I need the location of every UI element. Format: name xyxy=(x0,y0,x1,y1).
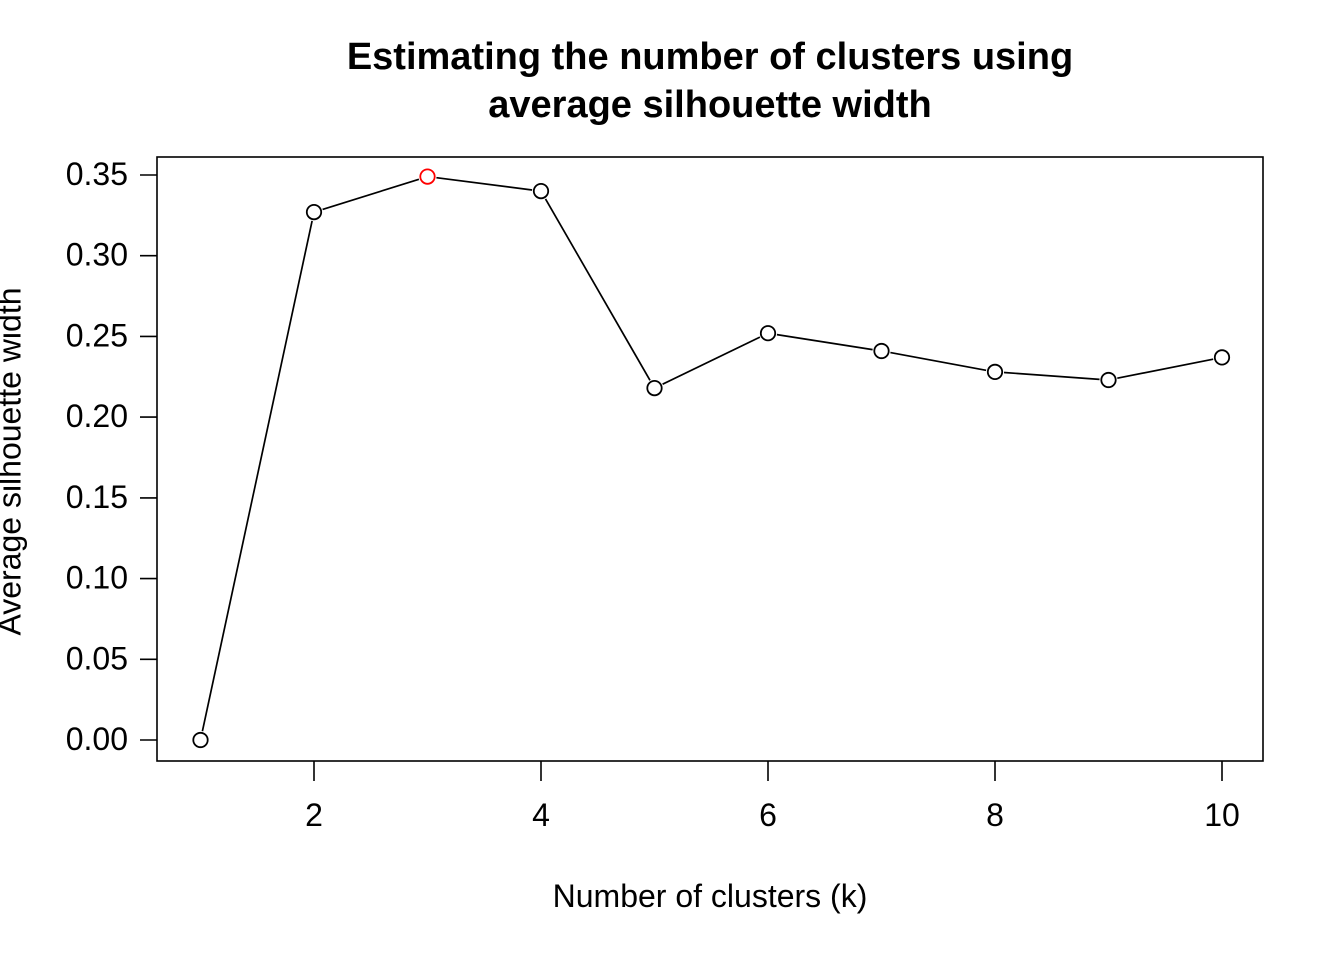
svg-text:0.00: 0.00 xyxy=(66,721,128,757)
svg-text:0.25: 0.25 xyxy=(66,317,128,353)
svg-text:0.30: 0.30 xyxy=(66,237,128,273)
svg-text:4: 4 xyxy=(532,797,550,833)
svg-text:0.15: 0.15 xyxy=(66,479,128,515)
svg-text:10: 10 xyxy=(1204,797,1240,833)
svg-text:0.20: 0.20 xyxy=(66,398,128,434)
svg-text:0.05: 0.05 xyxy=(66,640,128,676)
svg-text:6: 6 xyxy=(759,797,777,833)
svg-text:2: 2 xyxy=(305,797,323,833)
svg-text:8: 8 xyxy=(986,797,1004,833)
svg-text:0.10: 0.10 xyxy=(66,560,128,596)
svg-text:0.35: 0.35 xyxy=(66,156,128,192)
